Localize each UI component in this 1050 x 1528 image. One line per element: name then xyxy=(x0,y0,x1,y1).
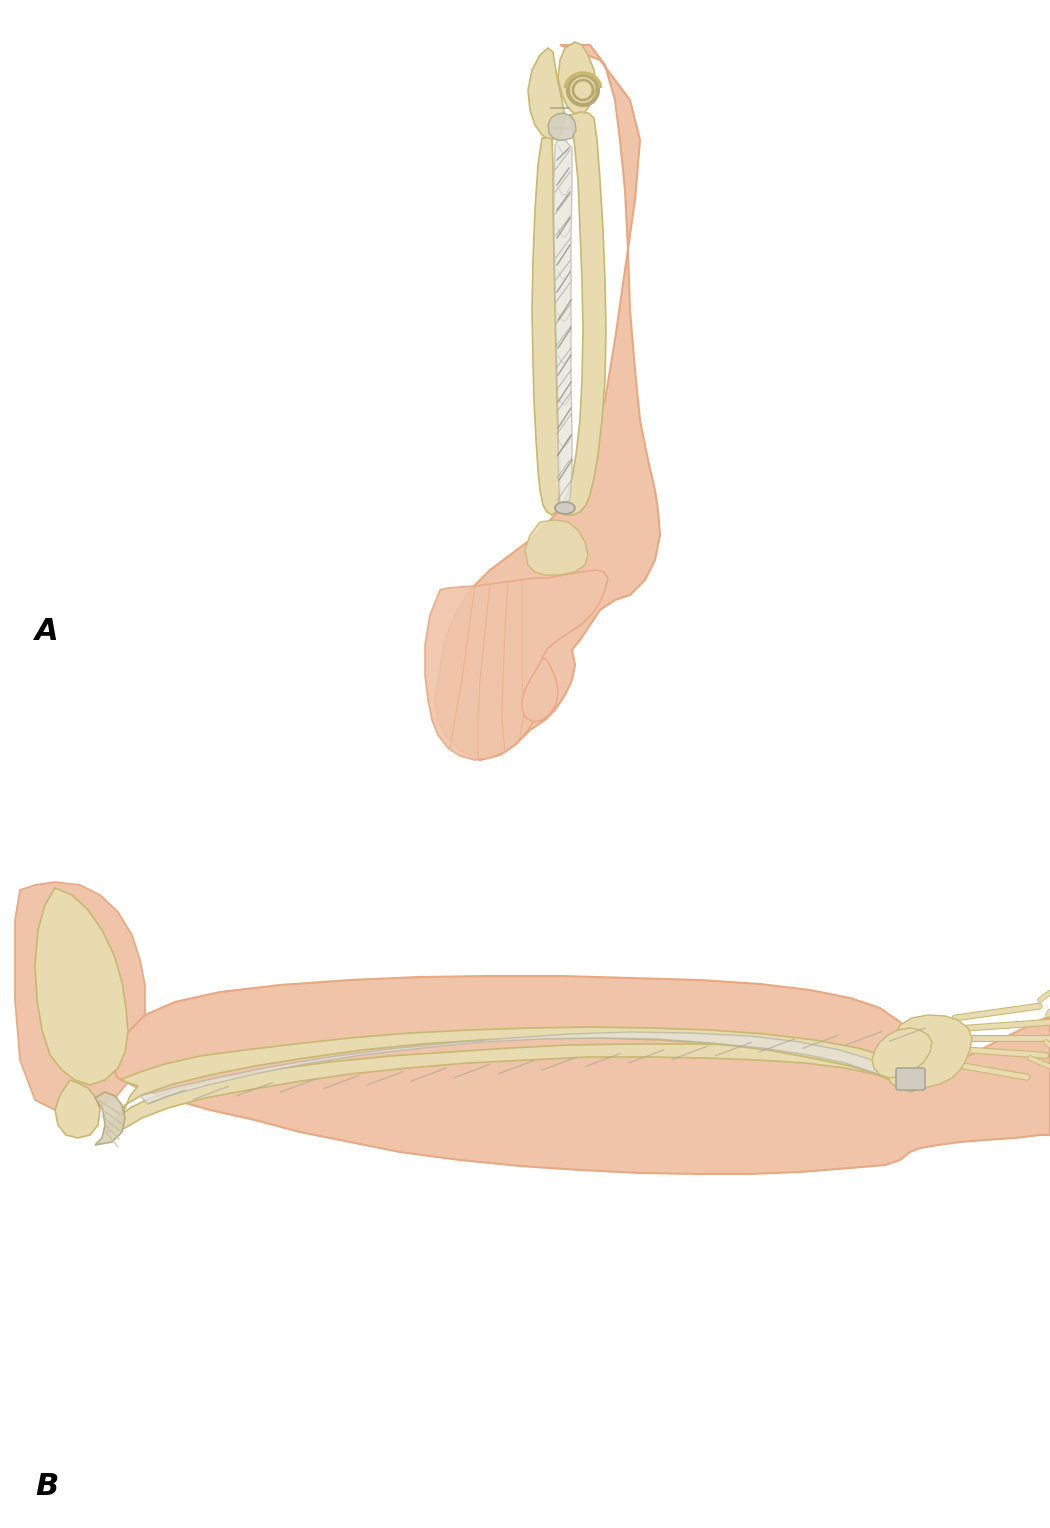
Polygon shape xyxy=(94,1093,125,1144)
Polygon shape xyxy=(425,570,608,759)
FancyBboxPatch shape xyxy=(896,1068,925,1089)
Text: A: A xyxy=(35,617,59,646)
Polygon shape xyxy=(118,1027,920,1125)
Polygon shape xyxy=(15,882,145,1112)
Polygon shape xyxy=(55,1080,100,1138)
Polygon shape xyxy=(105,1044,920,1132)
Polygon shape xyxy=(554,141,572,504)
Polygon shape xyxy=(558,41,596,115)
Ellipse shape xyxy=(555,503,575,513)
Polygon shape xyxy=(886,1015,972,1089)
Polygon shape xyxy=(556,112,606,515)
Polygon shape xyxy=(872,1028,932,1077)
Text: B: B xyxy=(35,1471,58,1500)
Polygon shape xyxy=(435,44,660,759)
Polygon shape xyxy=(522,659,558,723)
Polygon shape xyxy=(528,47,565,141)
Polygon shape xyxy=(548,113,576,141)
Polygon shape xyxy=(525,520,588,575)
Polygon shape xyxy=(140,1031,905,1105)
Polygon shape xyxy=(110,976,1050,1174)
Polygon shape xyxy=(532,138,560,515)
Polygon shape xyxy=(35,888,128,1085)
